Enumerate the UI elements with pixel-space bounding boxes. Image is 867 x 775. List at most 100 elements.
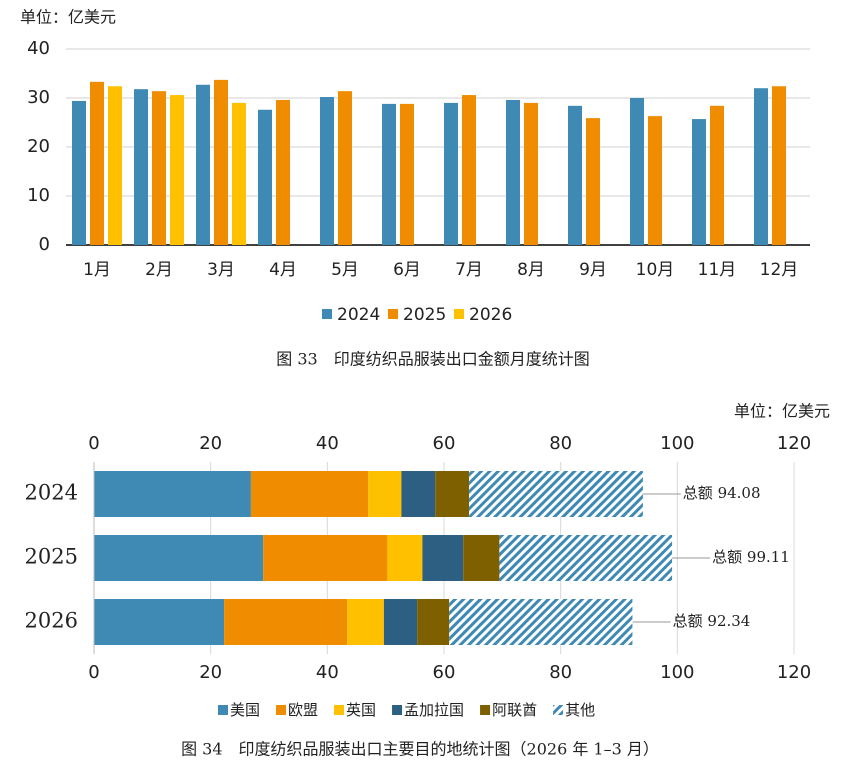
x-tick-label: 5月 xyxy=(331,260,359,280)
x-tick-label: 80 xyxy=(549,433,572,454)
total-label: 总额 99.11 xyxy=(712,548,790,566)
y-tick-label: 20 xyxy=(27,136,50,157)
total-label: 总额 94.08 xyxy=(683,484,761,502)
x-tick-label: 20 xyxy=(199,433,222,454)
bar xyxy=(400,103,414,245)
x-tick-label: 120 xyxy=(777,662,811,683)
bar-segment xyxy=(499,535,673,581)
bar xyxy=(90,81,104,245)
chart-title: 图 33 印度纺织品服装出口金额月度统计图 xyxy=(276,350,589,369)
bar xyxy=(630,98,644,245)
bar xyxy=(506,99,520,246)
bar-segment xyxy=(383,599,418,645)
y-tick-label: 0 xyxy=(39,234,50,255)
bar xyxy=(338,91,352,245)
bar xyxy=(710,105,724,245)
legend-swatch xyxy=(276,705,287,715)
y-tick-label: 2025 xyxy=(25,545,78,569)
x-tick-label: 2月 xyxy=(145,260,173,280)
legend-swatch xyxy=(322,309,332,319)
legend-label: 欧盟 xyxy=(288,701,318,719)
bar xyxy=(772,86,786,246)
bar xyxy=(648,116,662,245)
bar xyxy=(170,95,184,245)
bar-segment xyxy=(463,535,500,581)
x-tick-label: 40 xyxy=(316,662,339,683)
x-tick-label: 7月 xyxy=(455,260,483,280)
legend-swatch xyxy=(392,705,403,715)
x-tick-label: 20 xyxy=(199,662,222,683)
bar xyxy=(72,100,86,245)
bar-segment xyxy=(224,599,348,645)
x-tick-label: 11月 xyxy=(698,260,737,280)
bar xyxy=(276,99,290,246)
bar-segment xyxy=(347,599,384,645)
x-tick-label: 120 xyxy=(777,433,811,454)
bar xyxy=(232,102,246,246)
legend-swatch xyxy=(553,705,564,715)
total-label: 总额 92.34 xyxy=(673,612,751,630)
unit-label: 单位：亿美元 xyxy=(734,402,830,421)
bar-segment xyxy=(250,471,369,517)
bar xyxy=(152,91,166,245)
legend-label: 2024 xyxy=(337,305,380,325)
legend-swatch xyxy=(334,705,345,715)
bar-segment xyxy=(368,471,402,517)
x-tick-label: 100 xyxy=(660,662,694,683)
legend-label: 阿联酋 xyxy=(492,701,537,719)
bar xyxy=(108,86,122,246)
bar-segment xyxy=(422,535,464,581)
bar-segment xyxy=(435,471,470,517)
y-tick-label: 2026 xyxy=(25,609,78,633)
x-tick-label: 80 xyxy=(549,662,572,683)
x-tick-label: 8月 xyxy=(517,260,545,280)
legend-label: 2026 xyxy=(469,305,512,325)
legend-label: 其他 xyxy=(565,701,595,719)
y-tick-label: 40 xyxy=(27,38,50,59)
bar-segment xyxy=(449,599,633,645)
legend-label: 美国 xyxy=(230,701,260,719)
bar xyxy=(462,95,476,245)
unit-label: 单位：亿美元 xyxy=(20,8,116,27)
bar-segment xyxy=(94,471,251,517)
legend-label: 英国 xyxy=(346,701,376,719)
bar xyxy=(568,105,582,245)
bar xyxy=(214,79,228,246)
y-tick-label: 30 xyxy=(27,87,50,108)
legend-label: 2025 xyxy=(403,305,446,325)
bar-segment xyxy=(401,471,436,517)
x-tick-label: 100 xyxy=(660,433,694,454)
bar xyxy=(382,103,396,245)
bar-segment xyxy=(263,535,388,581)
y-tick-label: 10 xyxy=(27,185,50,206)
y-tick-label: 2024 xyxy=(25,481,78,505)
bar xyxy=(196,84,210,246)
legend-swatch xyxy=(480,705,491,715)
chart-title: 图 34 印度纺织品服装出口主要目的地统计图（2026 年 1–3 月） xyxy=(181,740,659,759)
bar xyxy=(134,89,148,246)
bar-segment xyxy=(417,599,450,645)
x-tick-label: 4月 xyxy=(269,260,297,280)
x-tick-label: 1月 xyxy=(83,260,111,280)
bar xyxy=(692,119,706,245)
legend-label: 孟加拉国 xyxy=(404,701,464,719)
x-tick-label: 60 xyxy=(433,662,456,683)
bar xyxy=(754,88,768,245)
x-tick-label: 40 xyxy=(316,433,339,454)
bar xyxy=(444,102,458,246)
legend-swatch xyxy=(454,309,464,319)
bar-segment xyxy=(387,535,423,581)
bar-segment xyxy=(469,471,643,517)
bar-segment xyxy=(94,599,225,645)
legend-swatch xyxy=(388,309,398,319)
x-tick-label: 3月 xyxy=(207,260,235,280)
bar xyxy=(524,102,538,246)
x-tick-label: 0 xyxy=(88,433,99,454)
x-tick-label: 60 xyxy=(433,433,456,454)
x-tick-label: 0 xyxy=(88,662,99,683)
bar xyxy=(320,97,334,246)
x-tick-label: 9月 xyxy=(579,260,607,280)
bar-segment xyxy=(94,535,264,581)
bar xyxy=(586,118,600,245)
